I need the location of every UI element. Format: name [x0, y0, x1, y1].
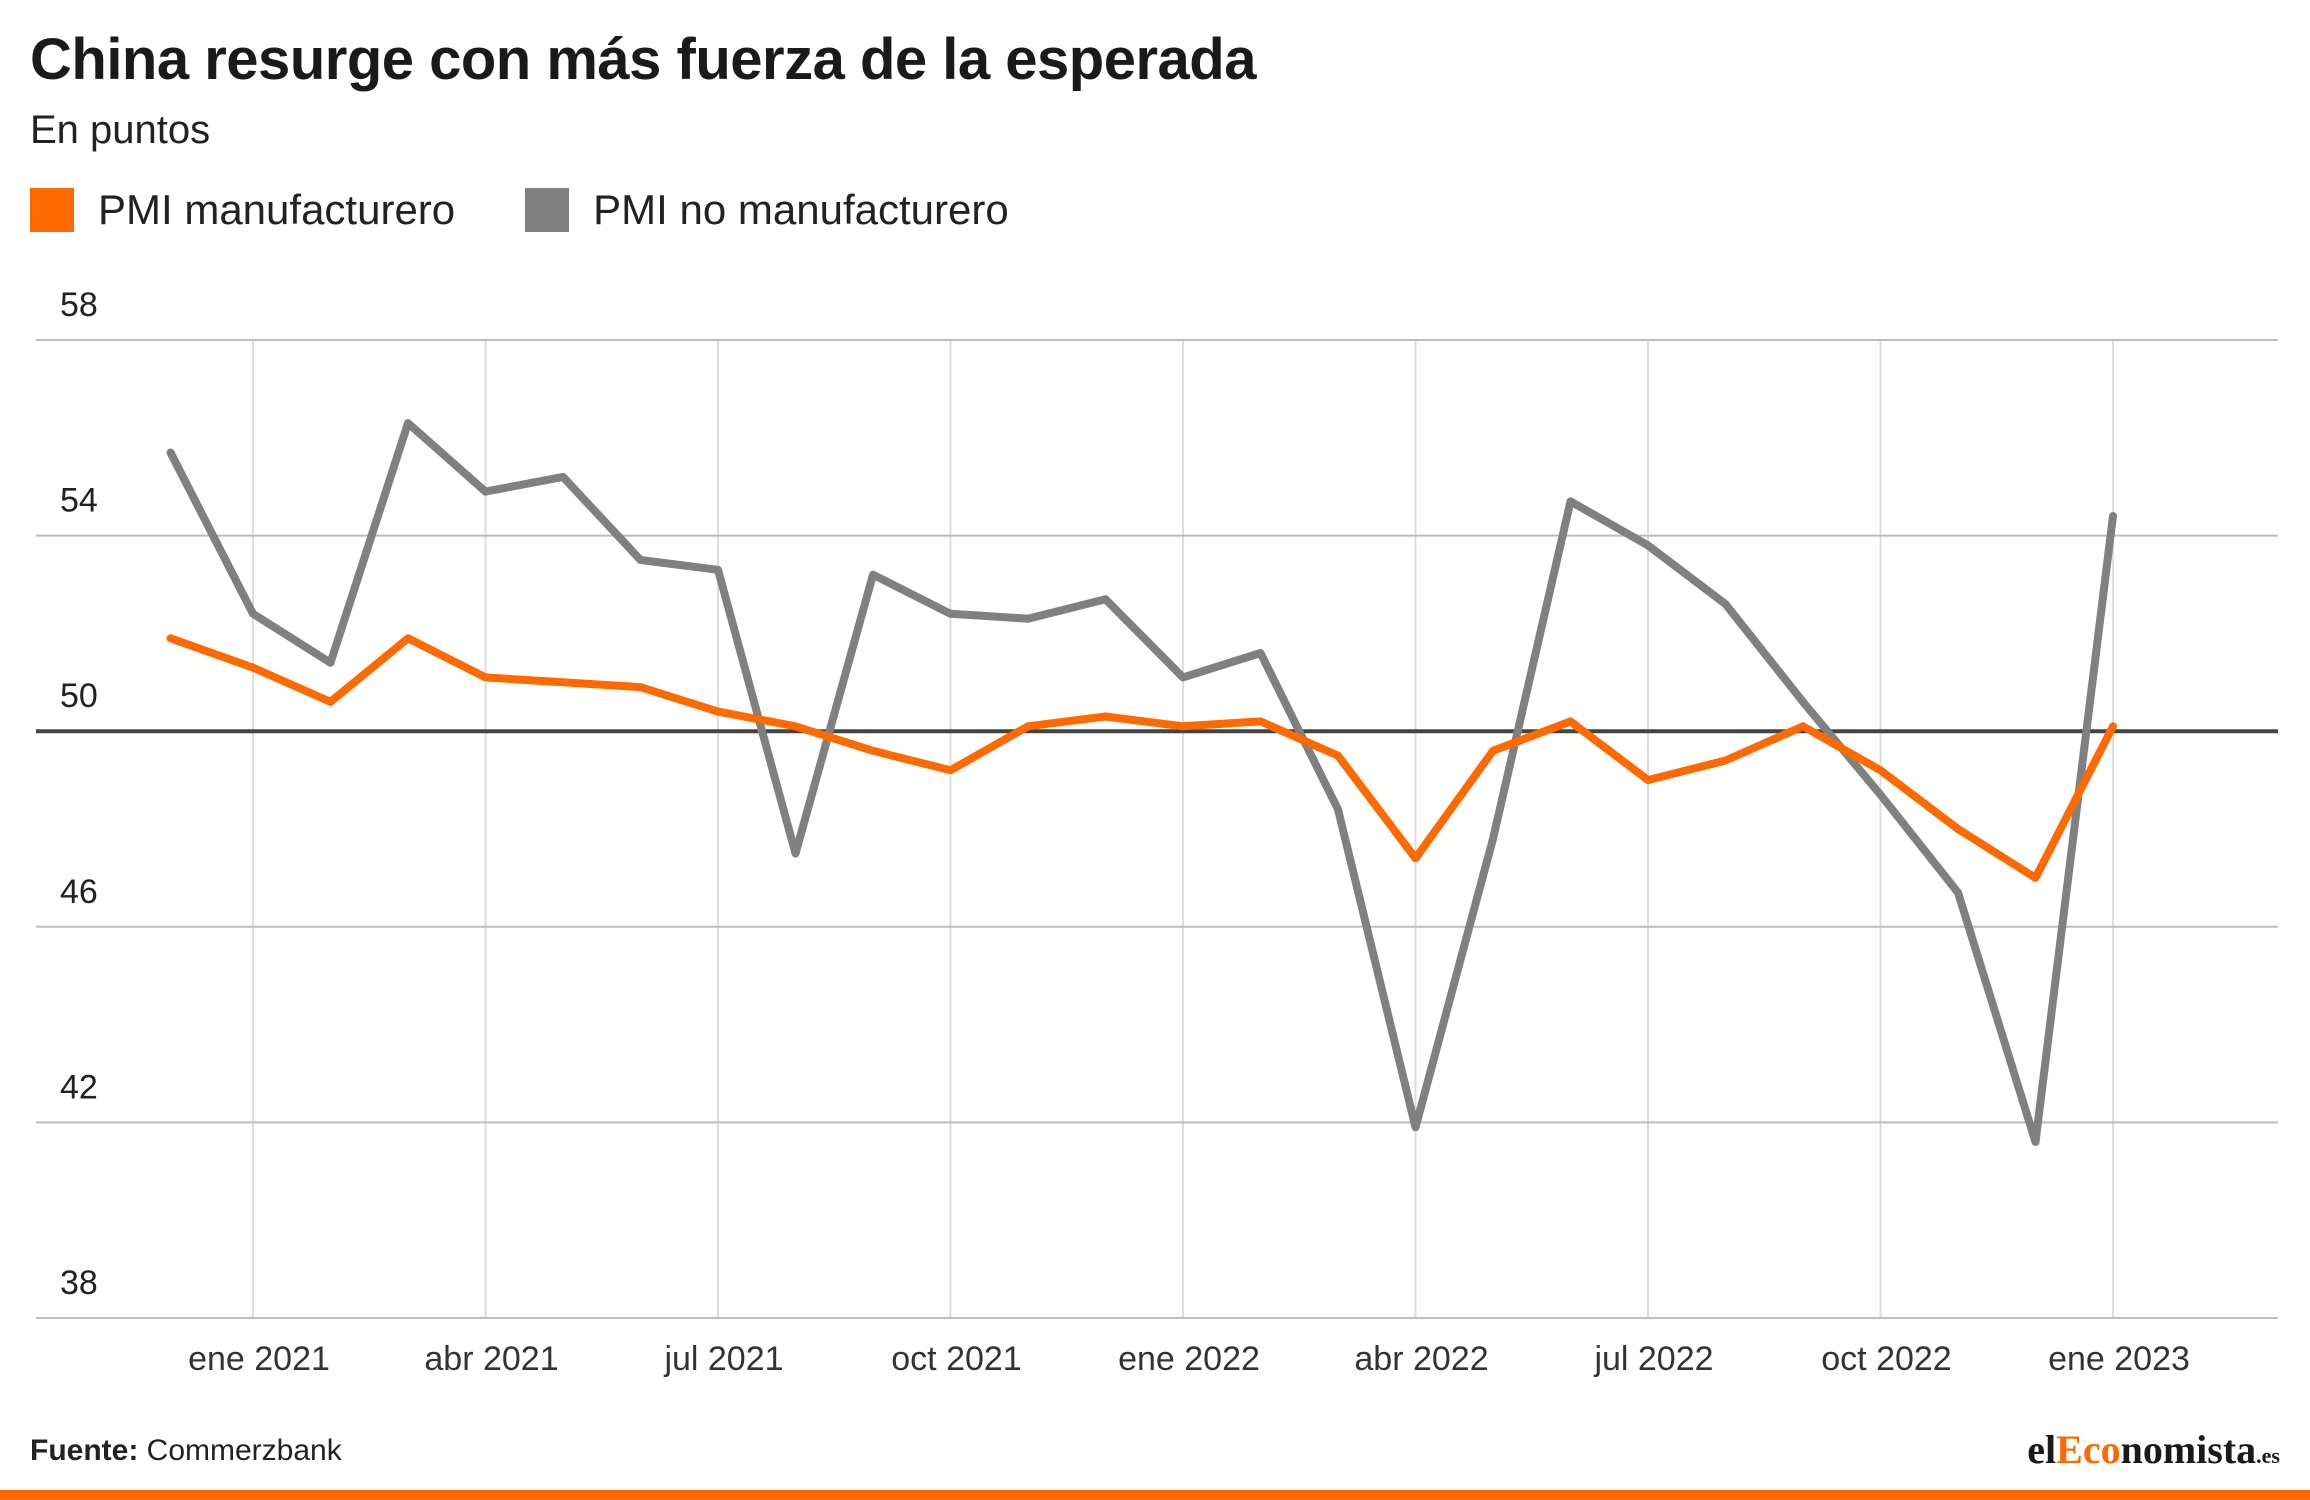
x-tick-label: jul 2021 — [663, 1340, 783, 1378]
x-tick-label: abr 2021 — [424, 1340, 558, 1378]
x-tick-label: abr 2022 — [1354, 1340, 1488, 1378]
brand-domain: .es — [2256, 1443, 2280, 1468]
series-line-non-manufacturing — [166, 419, 2117, 1146]
legend-swatch-manufacturing — [30, 188, 74, 232]
brand-prefix: el — [2027, 1427, 2057, 1472]
chart-title: China resurge con más fuerza de la esper… — [30, 27, 1256, 92]
y-tick-label: 42 — [60, 1068, 98, 1106]
legend-item-non-manufacturing: PMI no manufacturero — [525, 186, 1009, 234]
x-tick-label: oct 2021 — [891, 1340, 1021, 1378]
legend-label-manufacturing: PMI manufacturero — [98, 186, 456, 233]
legend: PMI manufacturero PMI no manufacturero — [30, 186, 1079, 234]
legend-item-manufacturing: PMI manufacturero — [30, 186, 455, 234]
source-note: Fuente: Commerzbank — [30, 1434, 342, 1468]
y-tick-label: 46 — [60, 873, 98, 911]
brand-logo: elEconomista.es — [2027, 1426, 2280, 1473]
source-value: Commerzbank — [146, 1434, 342, 1467]
y-tick-label: 58 — [60, 286, 98, 324]
x-tick-label: ene 2021 — [188, 1340, 330, 1378]
y-tick-label: 50 — [60, 677, 98, 715]
x-tick-label: ene 2022 — [1118, 1340, 1260, 1378]
chart-subtitle: En puntos — [30, 108, 211, 152]
bottom-accent-bar — [0, 1490, 2310, 1500]
source-label: Fuente: — [30, 1434, 139, 1467]
legend-swatch-non-manufacturing — [525, 188, 570, 232]
series-line-manufacturing — [166, 634, 2117, 882]
y-tick-label: 38 — [60, 1264, 98, 1302]
brand-suffix: nomista — [2120, 1427, 2257, 1472]
legend-label-non-manufacturing: PMI no manufacturero — [593, 186, 1009, 233]
x-tick-label: oct 2022 — [1821, 1340, 1951, 1378]
brand-accent: Eco — [2056, 1427, 2121, 1472]
x-tick-label: jul 2022 — [1593, 1340, 1713, 1378]
y-tick-label: 54 — [60, 482, 98, 520]
x-tick-label: ene 2023 — [2048, 1340, 2190, 1378]
line-chart: ene 2021 abr 2021 jul 2021 oct 2021 ene 2022… — [36, 286, 2278, 1378]
